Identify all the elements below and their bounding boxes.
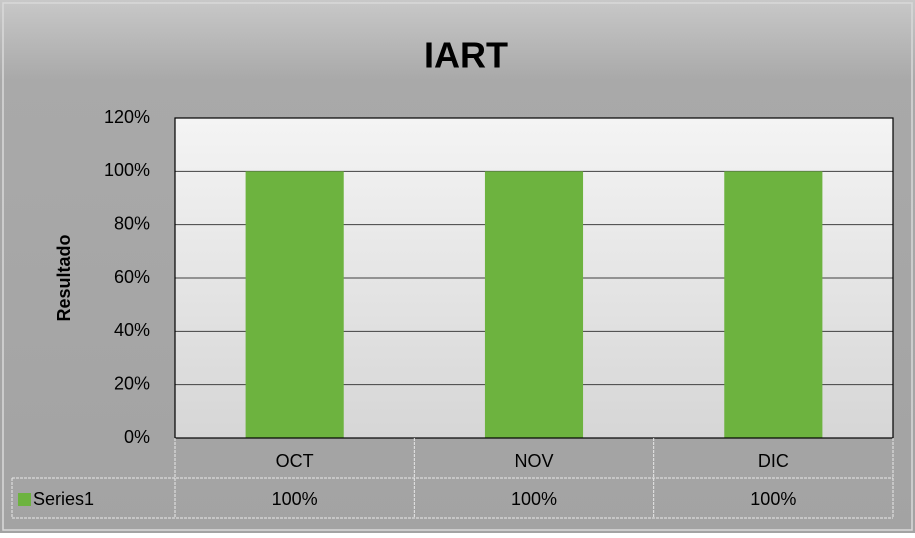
- y-tick-label: 80%: [114, 213, 150, 233]
- data-table-value: 100%: [511, 489, 557, 509]
- bar: [724, 171, 823, 439]
- data-table-value: 100%: [272, 489, 318, 509]
- bar: [484, 171, 584, 439]
- y-tick-label: 100%: [104, 160, 150, 180]
- x-tick-label: OCT: [276, 451, 314, 471]
- chart-title: IART: [424, 35, 508, 76]
- legend-key: [18, 493, 31, 506]
- y-tick-label: 120%: [104, 107, 150, 127]
- bar: [245, 171, 344, 439]
- y-tick-label: 0%: [124, 427, 150, 447]
- plot-border: [174, 117, 894, 439]
- chart-border: [2, 2, 913, 531]
- y-tick-label: 20%: [114, 373, 150, 393]
- y-tick-label: 60%: [114, 267, 150, 287]
- legend-label: Series1: [33, 489, 94, 509]
- y-axis-label: Resultado: [54, 234, 74, 321]
- data-table-value: 100%: [750, 489, 796, 509]
- y-tick-label: 40%: [114, 320, 150, 340]
- x-tick-label: NOV: [514, 451, 553, 471]
- x-tick-label: DIC: [758, 451, 789, 471]
